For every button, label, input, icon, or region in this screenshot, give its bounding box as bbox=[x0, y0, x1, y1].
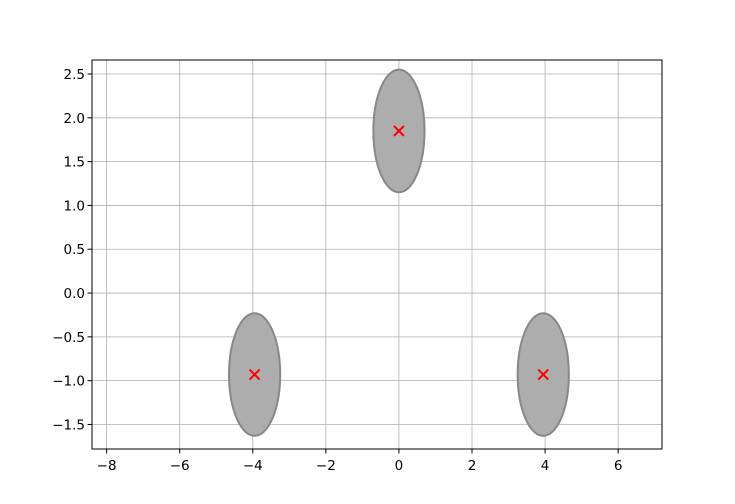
plot-frame bbox=[91, 59, 663, 450]
y-tick-label: −1.5 bbox=[52, 417, 85, 433]
x-tick-label: 2 bbox=[468, 458, 477, 474]
y-tick-label: 0.5 bbox=[64, 242, 85, 258]
ticks: −8 −6 −4 −2 0 2 4 6 −1.5 −1.0 −0.5 0.0 0.5 1.0 1.5 2.0 2… bbox=[52, 67, 622, 474]
center-marker bbox=[248, 368, 261, 381]
center-markers bbox=[248, 125, 549, 381]
x-tick-label: 0 bbox=[395, 458, 404, 474]
y-tick-label: 2.0 bbox=[64, 111, 85, 127]
x-tick-label: 6 bbox=[614, 458, 623, 474]
center-marker bbox=[393, 125, 405, 137]
y-tick-label: 1.5 bbox=[64, 155, 85, 171]
x-tick-label: −6 bbox=[170, 458, 190, 474]
x-tick-label: −4 bbox=[243, 458, 263, 474]
y-tick-label: −1.0 bbox=[52, 374, 85, 390]
x-tick-label: −8 bbox=[97, 458, 117, 474]
y-tick-label: 1.0 bbox=[64, 198, 85, 214]
x-tick-label: 4 bbox=[541, 458, 550, 474]
x-tick-label: −2 bbox=[316, 458, 336, 474]
grid bbox=[92, 60, 662, 449]
center-marker bbox=[537, 368, 549, 381]
y-tick-label: −0.5 bbox=[52, 330, 85, 346]
y-tick-label: 2.5 bbox=[64, 67, 85, 83]
y-tick-label: 0.0 bbox=[64, 286, 85, 302]
